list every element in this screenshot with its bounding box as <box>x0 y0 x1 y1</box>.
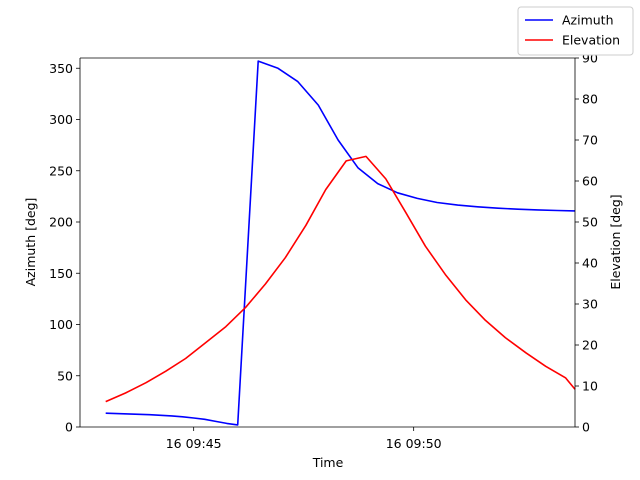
left-y-tick-label: 250 <box>49 163 73 178</box>
left-y-tick-label: 0 <box>65 420 73 435</box>
series-line-azimuth <box>105 60 576 426</box>
right-y-tick-label: 50 <box>582 215 598 230</box>
right-y-tick-label: 40 <box>582 256 598 271</box>
right-y-tick-label: 20 <box>582 338 598 353</box>
series-layer <box>105 60 576 426</box>
left-y-tick-label: 100 <box>49 317 73 332</box>
right-y-tick-label: 70 <box>582 133 598 148</box>
right-y-tick-label: 60 <box>582 174 598 189</box>
right-y-tick-label: 0 <box>582 420 590 435</box>
legend-label-azimuth: Azimuth <box>562 13 614 28</box>
left-y-tick-label: 150 <box>49 266 73 281</box>
series-line-elevation <box>105 155 576 403</box>
left-y-tick-label: 200 <box>49 215 73 230</box>
legend-label-elevation: Elevation <box>562 33 620 48</box>
left-y-tick-label: 300 <box>49 112 73 127</box>
right-y-axis-label: Elevation [deg] <box>608 194 623 289</box>
legend-box <box>517 6 634 56</box>
right-y-tick-label: 80 <box>582 92 598 107</box>
x-tick-label: 16 09:45 <box>166 436 222 451</box>
x-axis-label: Time <box>312 455 344 470</box>
left-y-tick-label: 50 <box>57 368 73 383</box>
right-y-tick-label: 30 <box>582 297 598 312</box>
right-y-tick-label: 10 <box>582 379 598 394</box>
left-y-axis-label: Azimuth [deg] <box>23 198 38 287</box>
legend: Azimuth Elevation <box>517 6 634 56</box>
x-tick-label: 16 09:50 <box>386 436 442 451</box>
left-y-tick-label: 350 <box>49 61 73 76</box>
